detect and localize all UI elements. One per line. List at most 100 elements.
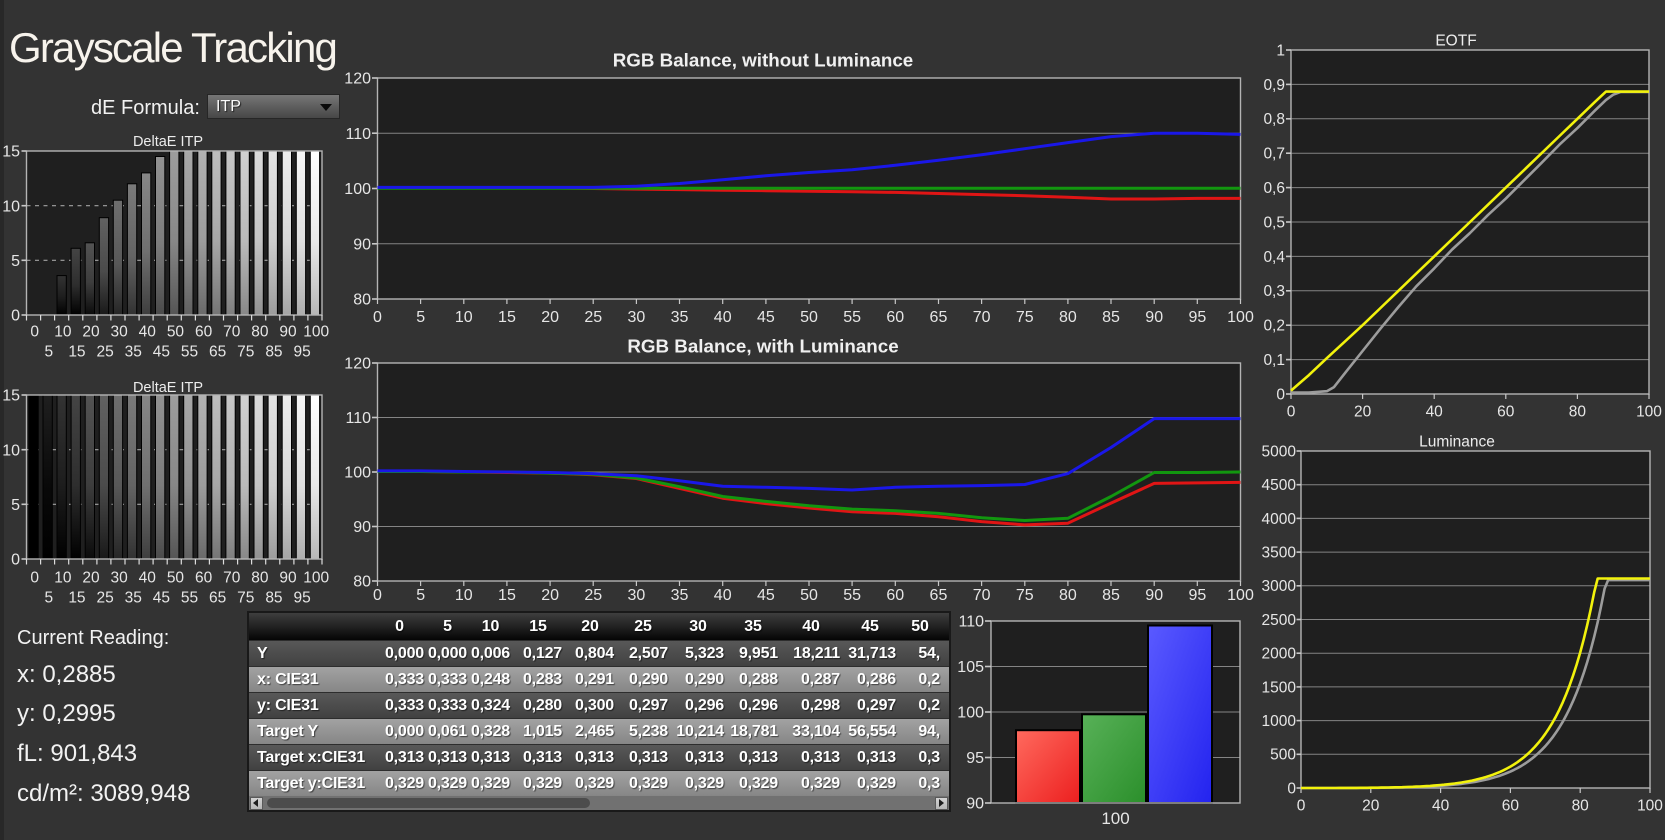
svg-text:120: 120 (344, 356, 371, 373)
svg-text:100: 100 (1227, 587, 1254, 604)
svg-text:75: 75 (237, 589, 254, 606)
svg-text:4500: 4500 (1262, 477, 1297, 494)
svg-text:0,7: 0,7 (1263, 146, 1285, 163)
svg-text:45: 45 (757, 587, 775, 604)
svg-text:3500: 3500 (1262, 545, 1297, 562)
svg-text:80: 80 (1572, 797, 1590, 814)
svg-text:55: 55 (181, 589, 198, 606)
svg-text:60: 60 (886, 587, 904, 604)
svg-text:45: 45 (757, 309, 775, 326)
svg-text:10: 10 (54, 323, 72, 340)
svg-text:100: 100 (344, 181, 371, 198)
svg-text:4000: 4000 (1262, 511, 1297, 528)
svg-text:RGB Balance, with Luminance: RGB Balance, with Luminance (627, 336, 898, 357)
svg-text:20: 20 (1362, 797, 1380, 814)
svg-text:40: 40 (1426, 403, 1444, 420)
svg-text:0: 0 (373, 587, 382, 604)
svg-text:40: 40 (714, 587, 732, 604)
svg-text:105: 105 (957, 659, 984, 676)
svg-text:65: 65 (930, 309, 948, 326)
svg-text:80: 80 (1569, 403, 1587, 420)
svg-text:20: 20 (82, 323, 100, 340)
svg-text:2000: 2000 (1262, 646, 1297, 663)
svg-text:55: 55 (181, 343, 198, 360)
svg-text:0: 0 (1276, 386, 1285, 403)
svg-text:0: 0 (373, 309, 382, 326)
svg-text:25: 25 (96, 589, 113, 606)
svg-text:0,8: 0,8 (1263, 111, 1285, 128)
svg-text:40: 40 (714, 309, 732, 326)
svg-text:0,4: 0,4 (1263, 249, 1285, 266)
svg-text:95: 95 (293, 343, 310, 360)
svg-text:20: 20 (541, 309, 559, 326)
svg-text:DeltaE ITP: DeltaE ITP (133, 134, 203, 150)
svg-text:1: 1 (1276, 42, 1285, 59)
svg-text:60: 60 (886, 309, 904, 326)
svg-text:10: 10 (2, 442, 20, 459)
svg-text:90: 90 (1145, 587, 1163, 604)
svg-text:2500: 2500 (1262, 612, 1297, 629)
svg-text:40: 40 (139, 323, 157, 340)
svg-text:25: 25 (584, 587, 602, 604)
svg-text:95: 95 (1188, 587, 1206, 604)
svg-text:15: 15 (498, 587, 516, 604)
svg-text:15: 15 (498, 309, 516, 326)
svg-text:5: 5 (416, 309, 425, 326)
svg-text:40: 40 (1432, 797, 1450, 814)
svg-text:0,5: 0,5 (1263, 214, 1285, 231)
svg-text:15: 15 (2, 144, 20, 161)
svg-text:80: 80 (1059, 587, 1077, 604)
svg-text:85: 85 (1102, 309, 1120, 326)
svg-text:100: 100 (1101, 809, 1129, 828)
svg-text:120: 120 (344, 71, 371, 88)
svg-text:20: 20 (82, 569, 100, 586)
svg-text:70: 70 (973, 309, 991, 326)
svg-text:5: 5 (44, 589, 53, 606)
svg-text:10: 10 (455, 309, 473, 326)
svg-text:75: 75 (1016, 587, 1034, 604)
svg-text:10: 10 (2, 198, 20, 215)
svg-text:100: 100 (1637, 797, 1663, 814)
svg-text:100: 100 (1636, 403, 1662, 420)
svg-text:90: 90 (1145, 309, 1163, 326)
svg-text:DeltaE ITP: DeltaE ITP (133, 380, 203, 396)
svg-text:30: 30 (628, 309, 646, 326)
svg-text:45: 45 (153, 589, 170, 606)
svg-text:60: 60 (1502, 797, 1520, 814)
svg-text:65: 65 (209, 343, 226, 360)
svg-text:55: 55 (843, 309, 861, 326)
svg-text:5: 5 (11, 253, 20, 270)
svg-text:5000: 5000 (1262, 443, 1297, 460)
svg-text:75: 75 (1016, 309, 1034, 326)
svg-text:100: 100 (303, 569, 329, 586)
svg-text:50: 50 (167, 569, 185, 586)
svg-text:RGB Balance, without Luminance: RGB Balance, without Luminance (613, 50, 914, 71)
svg-text:80: 80 (1059, 309, 1077, 326)
svg-text:95: 95 (293, 589, 310, 606)
svg-text:55: 55 (843, 587, 861, 604)
svg-text:35: 35 (125, 589, 142, 606)
svg-text:0,3: 0,3 (1263, 283, 1285, 300)
svg-text:100: 100 (1227, 309, 1254, 326)
svg-text:35: 35 (671, 587, 689, 604)
svg-text:90: 90 (279, 323, 297, 340)
svg-text:50: 50 (167, 323, 185, 340)
svg-text:75: 75 (237, 343, 254, 360)
svg-text:70: 70 (223, 323, 241, 340)
svg-text:80: 80 (251, 569, 269, 586)
svg-text:90: 90 (966, 796, 984, 813)
svg-text:0: 0 (1297, 797, 1306, 814)
svg-text:85: 85 (265, 589, 282, 606)
svg-text:95: 95 (966, 750, 984, 767)
svg-text:0: 0 (1287, 780, 1296, 797)
svg-text:70: 70 (223, 569, 241, 586)
svg-text:1000: 1000 (1262, 713, 1297, 730)
svg-text:0: 0 (11, 308, 20, 325)
svg-text:5: 5 (416, 587, 425, 604)
svg-text:50: 50 (800, 587, 818, 604)
svg-text:40: 40 (139, 569, 157, 586)
svg-text:45: 45 (153, 343, 170, 360)
svg-text:0: 0 (1287, 403, 1296, 420)
svg-text:110: 110 (345, 410, 371, 427)
svg-text:60: 60 (195, 569, 213, 586)
